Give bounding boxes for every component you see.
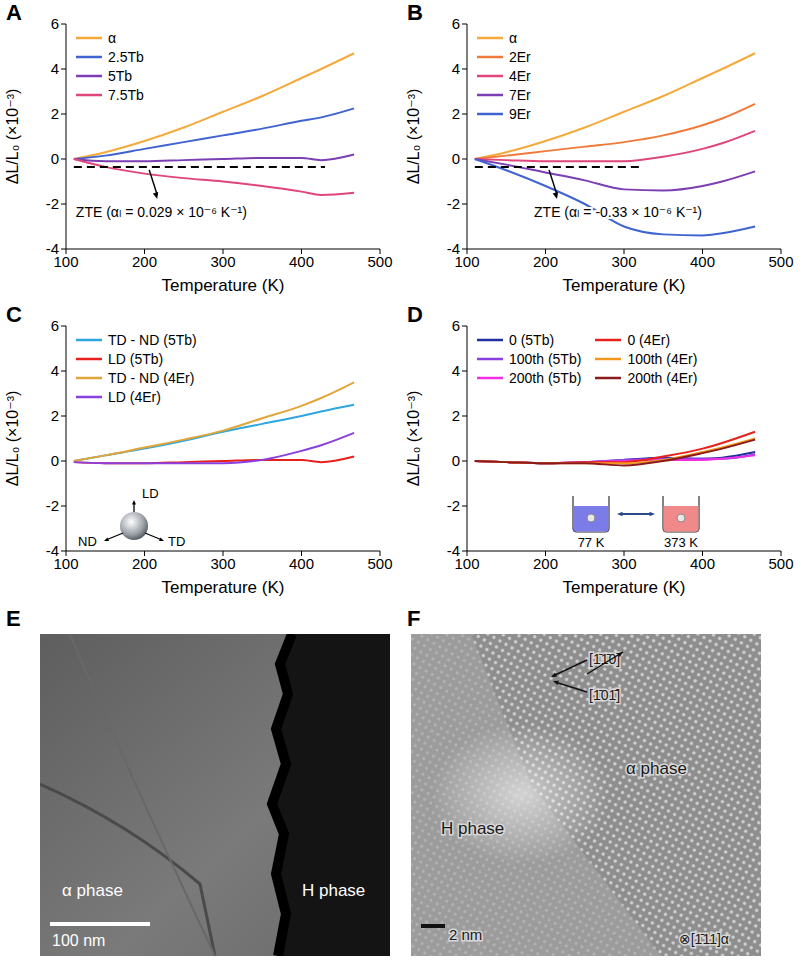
svg-text:100 nm: 100 nm (52, 932, 105, 949)
svg-text:-4: -4 (447, 542, 460, 559)
svg-text:400: 400 (690, 555, 715, 572)
svg-text:100: 100 (53, 252, 79, 270)
svg-text:H phase: H phase (441, 819, 504, 838)
svg-text:400: 400 (289, 555, 314, 572)
svg-text:TD: TD (168, 534, 185, 549)
svg-text:α phase: α phase (626, 759, 687, 778)
html-text:F: F (407, 606, 421, 631)
html-text:7.5Tb: 7.5Tb (108, 86, 144, 103)
html-text:200th (4Er): 200th (4Er) (627, 369, 698, 386)
html-text:α: α (108, 29, 117, 46)
svg-text:[1̄01̄]: [1̄01̄] (589, 687, 620, 703)
svg-text:4: 4 (51, 60, 59, 77)
svg-text:ΔL/L₀ (×10⁻³): ΔL/L₀ (×10⁻³) (4, 391, 21, 487)
svg-text:373 K: 373 K (664, 535, 698, 550)
svg-text:-2: -2 (447, 195, 460, 212)
svg-text:0: 0 (51, 150, 59, 167)
svg-text:6: 6 (452, 317, 460, 334)
svg-text:H phase: H phase (302, 881, 365, 900)
svg-text:200: 200 (533, 253, 558, 270)
svg-text:⊗[1̄11]α: ⊗[1̄11]α (679, 931, 729, 947)
html-text:α: α (509, 29, 518, 46)
svg-text:6: 6 (51, 317, 59, 334)
svg-text:-2: -2 (46, 195, 59, 212)
html-text:5Tb: 5Tb (108, 67, 133, 84)
html-text:C: C (6, 302, 22, 327)
svg-text:LD: LD (142, 486, 159, 501)
svg-text:500: 500 (367, 253, 392, 270)
html-text:2.5Tb: 2.5Tb (108, 48, 144, 65)
html-text:100th (4Er): 100th (4Er) (627, 350, 698, 367)
svg-text:Temperature (K): Temperature (K) (162, 276, 285, 295)
svg-text:400: 400 (289, 253, 314, 270)
svg-text:300: 300 (210, 555, 235, 572)
svg-text:77 K: 77 K (578, 535, 605, 550)
svg-text:0: 0 (51, 452, 59, 469)
svg-text:Temperature (K): Temperature (K) (563, 276, 686, 295)
svg-text:0: 0 (452, 452, 460, 469)
html-text:TD - ND (4Er): TD - ND (4Er) (108, 369, 195, 386)
svg-text:500: 500 (367, 555, 392, 572)
svg-text:2 nm: 2 nm (449, 926, 482, 943)
html-text:0 (4Er): 0 (4Er) (627, 331, 671, 348)
svg-text:200: 200 (132, 555, 157, 572)
svg-text:ΔL/L₀ (×10⁻³): ΔL/L₀ (×10⁻³) (405, 89, 422, 185)
svg-text:100: 100 (454, 252, 480, 270)
html-text:2Er: 2Er (509, 48, 531, 65)
html-text:LD (5Tb): LD (5Tb) (108, 350, 164, 367)
html-text:7Er: 7Er (509, 86, 531, 103)
svg-text:-4: -4 (46, 240, 59, 257)
svg-text:200: 200 (533, 555, 558, 572)
html-text:200th (5Tb): 200th (5Tb) (509, 369, 582, 386)
html-text:9Er: 9Er (509, 105, 531, 122)
html-text:TD - ND (5Tb): TD - ND (5Tb) (108, 331, 197, 348)
svg-text:100: 100 (454, 554, 480, 572)
svg-text:500: 500 (768, 555, 793, 572)
svg-text:100: 100 (53, 554, 79, 572)
svg-text:6: 6 (51, 15, 59, 32)
svg-text:ΔL/L₀ (×10⁻³): ΔL/L₀ (×10⁻³) (4, 89, 21, 185)
svg-text:Temperature (K): Temperature (K) (162, 578, 285, 597)
svg-text:300: 300 (611, 555, 636, 572)
svg-text:2: 2 (452, 105, 460, 122)
svg-text:[1̄1̄0]: [1̄1̄0] (589, 651, 620, 667)
html-text:D: D (407, 302, 423, 327)
svg-text:ZTE (αₗ = -0.33 × 10⁻⁶ K⁻¹): ZTE (αₗ = -0.33 × 10⁻⁶ K⁻¹) (534, 204, 702, 220)
svg-text:4: 4 (452, 60, 460, 77)
svg-text:400: 400 (690, 253, 715, 270)
svg-text:-4: -4 (447, 240, 460, 257)
html-text:100th (5Tb): 100th (5Tb) (509, 350, 582, 367)
svg-text:ZTE (αₗ = 0.029 × 10⁻⁶ K⁻¹): ZTE (αₗ = 0.029 × 10⁻⁶ K⁻¹) (76, 204, 247, 220)
html-text:A: A (6, 0, 22, 25)
svg-text:Temperature (K): Temperature (K) (563, 578, 686, 597)
svg-text:α phase: α phase (62, 881, 123, 900)
svg-text:-4: -4 (46, 542, 59, 559)
svg-text:2: 2 (452, 407, 460, 424)
svg-text:0: 0 (452, 150, 460, 167)
svg-text:300: 300 (210, 253, 235, 270)
svg-text:-2: -2 (46, 497, 59, 514)
svg-text:500: 500 (768, 253, 793, 270)
svg-text:-2: -2 (447, 497, 460, 514)
html-text:LD (4Er): LD (4Er) (108, 388, 161, 405)
svg-text:2: 2 (51, 407, 59, 424)
svg-text:ΔL/L₀ (×10⁻³): ΔL/L₀ (×10⁻³) (405, 391, 422, 487)
svg-text:2: 2 (51, 105, 59, 122)
html-text:0 (5Tb): 0 (5Tb) (509, 331, 555, 348)
svg-text:200: 200 (132, 253, 157, 270)
svg-text:4: 4 (452, 362, 460, 379)
svg-text:300: 300 (611, 253, 636, 270)
html-text:4Er: 4Er (509, 67, 531, 84)
svg-text:4: 4 (51, 362, 59, 379)
html-text:E: E (6, 606, 21, 631)
svg-text:6: 6 (452, 15, 460, 32)
html-text:B: B (407, 0, 423, 25)
svg-text:ND: ND (78, 534, 97, 549)
